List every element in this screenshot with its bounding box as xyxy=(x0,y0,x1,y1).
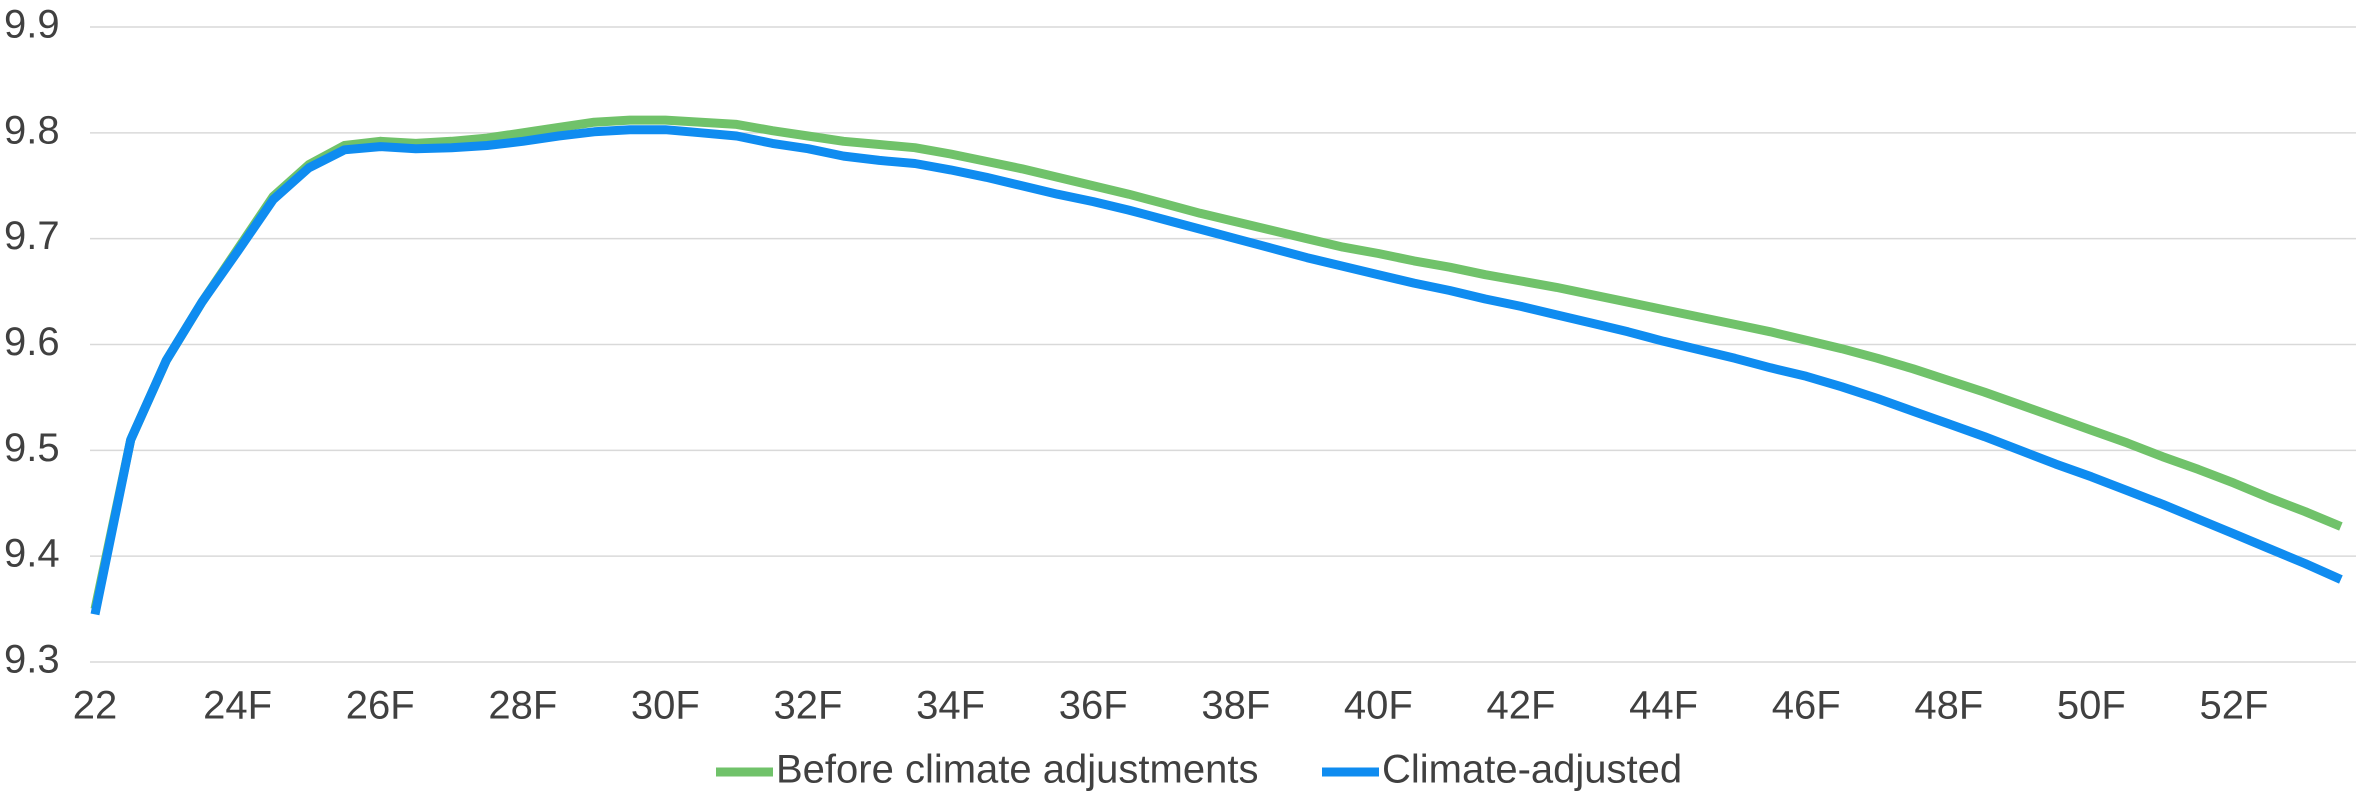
legend-label: Before climate adjustments xyxy=(776,748,1258,792)
y-tick-label: 9.5 xyxy=(4,426,60,470)
x-tick-label: 48F xyxy=(1914,684,1983,728)
x-tick-label: 36F xyxy=(1059,684,1128,728)
legend-label: Climate-adjusted xyxy=(1382,748,1682,792)
x-tick-label: 30F xyxy=(631,684,700,728)
x-tick-label: 22 xyxy=(73,684,118,728)
y-tick-label: 9.9 xyxy=(4,3,60,47)
series-line xyxy=(90,115,2343,611)
x-tick-label: 52F xyxy=(2200,684,2269,728)
x-tick-label: 28F xyxy=(488,684,557,728)
y-tick-label: 9.6 xyxy=(4,320,60,364)
x-tick-label: 40F xyxy=(1344,684,1413,728)
x-tick-label: 32F xyxy=(774,684,843,728)
x-tick-label: 24F xyxy=(203,684,272,728)
series-line xyxy=(90,125,2343,616)
y-tick-label: 9.3 xyxy=(4,638,60,682)
x-tick-label: 34F xyxy=(916,684,985,728)
x-tick-label: 44F xyxy=(1629,684,1698,728)
x-tick-label: 38F xyxy=(1201,684,1270,728)
x-tick-label: 46F xyxy=(1772,684,1841,728)
x-tick-label: 42F xyxy=(1487,684,1556,728)
x-tick-label: 26F xyxy=(346,684,415,728)
y-tick-label: 9.7 xyxy=(4,214,60,258)
y-tick-label: 9.4 xyxy=(4,532,60,576)
x-tick-label: 50F xyxy=(2057,684,2126,728)
y-tick-label: 9.8 xyxy=(4,108,60,152)
